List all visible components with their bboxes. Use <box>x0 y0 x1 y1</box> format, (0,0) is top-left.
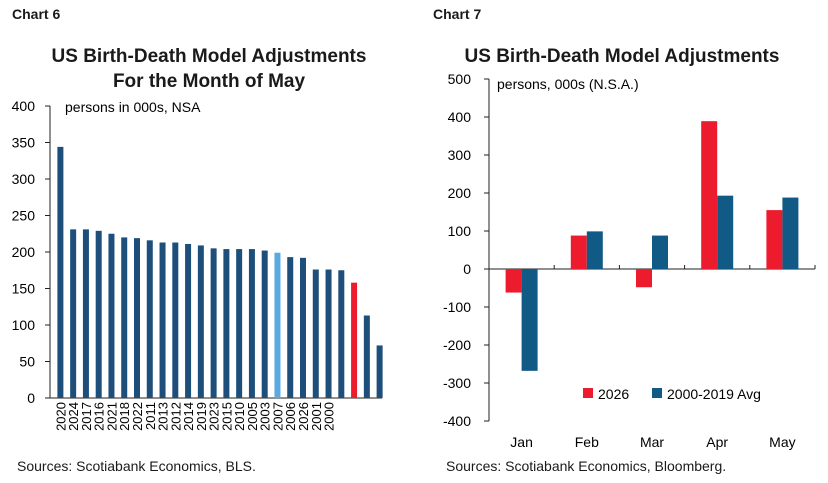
chart7-y-tick-label: 100 <box>448 223 472 239</box>
chart7-bar-avg <box>717 195 734 269</box>
chart7-y-tick-label: -100 <box>443 299 471 315</box>
chart6-plot: 0 50 100 150 200 250 300 350 400 persons in 000s,… <box>12 98 383 431</box>
chart6-bar <box>82 229 89 398</box>
chart6-y-tick-label: 200 <box>12 244 36 260</box>
chart6-x-tick-label: 2005 <box>245 402 260 431</box>
chart6-title: US Birth-Death Model Adjustments For the… <box>0 44 418 94</box>
chart7-title: US Birth-Death Model Adjustments <box>464 46 780 67</box>
chart6-y-tick-label: 50 <box>19 354 35 370</box>
chart6-x-tick-label: 2015 <box>219 402 234 431</box>
chart7-y-tick-label: 500 <box>448 71 472 87</box>
chart6-bar <box>274 252 281 398</box>
chart6-y-tick-label: 150 <box>12 281 36 297</box>
chart6-bar <box>70 229 77 398</box>
chart7-unit-note: persons, 000s (N.S.A.) <box>497 76 639 92</box>
chart6-bar <box>210 248 217 398</box>
chart6-x-tick-label: 2001 <box>309 402 324 431</box>
chart6-bar <box>248 249 255 398</box>
chart6-x-tick-label: 2022 <box>130 402 145 431</box>
chart6-bar <box>197 245 204 398</box>
chart7-y-tick-label: 300 <box>448 147 472 163</box>
chart6-bar <box>261 250 268 398</box>
chart6-y-tick-label: 0 <box>27 390 35 406</box>
chart6-bar <box>185 243 192 398</box>
chart7-x-tick-label: Jan <box>510 434 533 450</box>
chart6-x-tick-label: 2003 <box>258 402 273 431</box>
chart6-x-tick-label: 2021 <box>104 402 119 431</box>
chart7-x-tick-label: Apr <box>706 434 728 450</box>
chart6-x-tick-label: 2013 <box>156 402 171 431</box>
chart6-x-tick-label: 2007 <box>270 402 285 431</box>
chart6-bar <box>312 269 319 398</box>
chart6-y-tick-label: 400 <box>12 98 36 114</box>
chart7-x-tick-label: Feb <box>575 434 599 450</box>
chart6-x-tick-label: 2019 <box>194 402 209 431</box>
chart6-bar <box>287 257 294 398</box>
chart6-y-tick-label: 300 <box>12 171 36 187</box>
chart6-bar <box>134 238 140 398</box>
chart7-bar-current <box>701 121 718 270</box>
chart6-x-tick-label: 2014 <box>181 402 196 431</box>
chart6-source: Sources: Scotiabank Economics, BLS. <box>17 458 256 474</box>
chart7-y-tick-label: -300 <box>443 375 471 391</box>
chart6-y-tick-label: 350 <box>12 135 36 151</box>
chart6-bar <box>223 249 230 398</box>
chart6-bar <box>236 249 243 398</box>
chart6-bar <box>300 257 306 398</box>
chart7-source: Sources: Scotiabank Economics, Bloomberg… <box>446 458 727 474</box>
chart6-bar <box>376 345 383 398</box>
chart6-x-tick-label: 2024 <box>66 402 81 431</box>
chart6-x-tick-label: 2023 <box>207 402 222 431</box>
chart6-unit-note: persons in 000s, NSA <box>65 99 201 115</box>
chart7-bar-current <box>766 210 783 269</box>
chart7-y-tick-label: -400 <box>443 413 471 429</box>
chart6-bar <box>146 240 153 398</box>
chart6-bar <box>338 270 345 398</box>
chart6-bar <box>172 242 179 398</box>
chart7-bar-avg <box>586 231 603 269</box>
chart6-bar <box>121 237 128 398</box>
chart7-bar-current <box>636 269 652 288</box>
chart6-x-tick-label: 2026 <box>296 402 311 431</box>
chart6-x-tick-label: 2017 <box>79 402 94 431</box>
chart6-bar <box>108 233 115 398</box>
chart7-label: Chart 7 <box>433 6 482 22</box>
chart7-bar-avg <box>782 197 799 269</box>
chart7-x-tick-label: May <box>769 434 795 450</box>
chart6-label: Chart 6 <box>12 6 61 22</box>
chart6-bar <box>57 146 64 398</box>
chart7-bar-avg <box>652 235 668 269</box>
chart7-bar-avg <box>521 269 538 371</box>
chart6-y-tick-label: 100 <box>12 317 36 333</box>
chart7-y-tick-label: -200 <box>443 337 471 353</box>
chart6-x-tick-label: 2020 <box>53 402 68 431</box>
chart6-bar <box>363 315 370 398</box>
chart6-title-line1: US Birth-Death Model Adjustments <box>51 46 367 67</box>
chart6-x-tick-label: 2018 <box>117 402 132 431</box>
chart7-legend-label: 2000-2019 Avg <box>667 386 761 402</box>
chart7-y-tick-label: 0 <box>463 261 471 277</box>
chart7-legend-label: 2026 <box>598 386 629 402</box>
chart6-x-tick-label: 2012 <box>168 402 183 431</box>
chart6-title-line2: For the Month of May <box>112 71 306 92</box>
chart6-x-tick-label: 2016 <box>92 402 107 431</box>
chart7-x-tick-label: Mar <box>640 434 664 450</box>
chart7-y-tick-label: 200 <box>448 185 472 201</box>
chart6-y-tick-label: 250 <box>12 208 36 224</box>
chart6-bar <box>159 242 166 398</box>
chart7-legend-swatch <box>652 388 662 398</box>
chart6-bar <box>351 282 358 398</box>
chart7-legend-swatch <box>583 388 593 398</box>
chart6-x-tick-label: 2010 <box>232 402 247 431</box>
chart6-x-tick-label: 2011 <box>143 402 158 430</box>
chart6-x-tick-label: 2000 <box>322 402 337 431</box>
chart7-plot: -400 -300 -200 -100 0 100 200 300 400 500 persons,… <box>443 71 816 450</box>
chart6-bar <box>95 230 102 398</box>
chart7-bar-current <box>570 235 587 269</box>
chart7-y-tick-label: 400 <box>448 109 472 125</box>
chart6-x-tick-label: 2006 <box>283 402 298 431</box>
chart6-bar <box>325 269 332 398</box>
chart7-bar-current <box>505 269 522 293</box>
